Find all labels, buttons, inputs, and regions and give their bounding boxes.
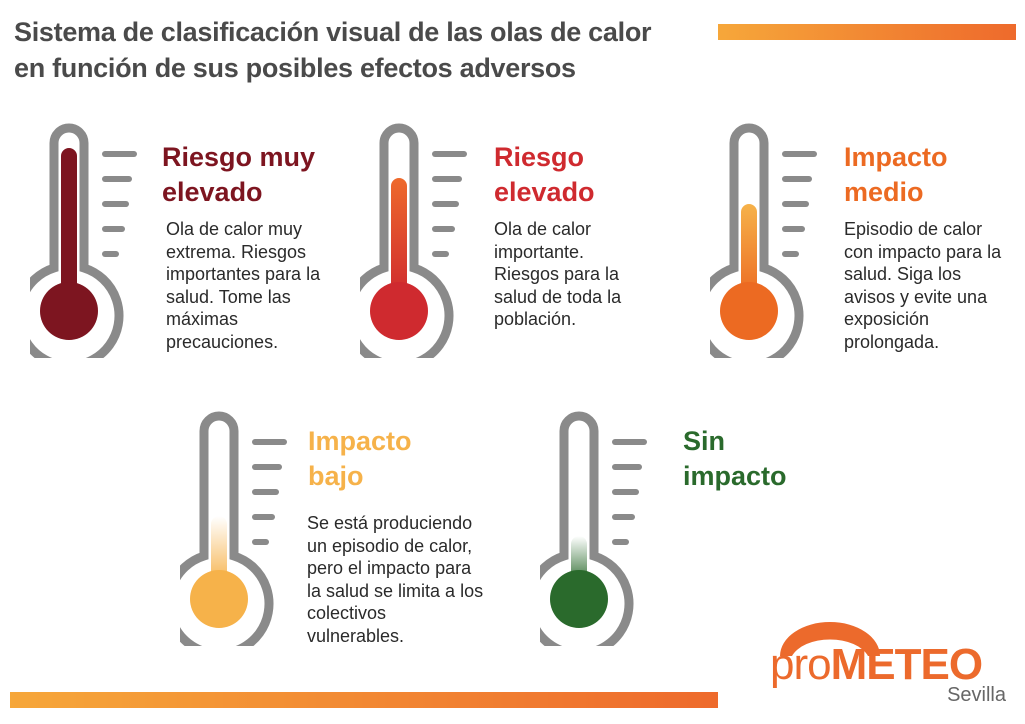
thermometer-icon — [710, 123, 817, 358]
thermometer-icon — [30, 123, 137, 358]
thermometer-icon — [540, 411, 647, 646]
category-description: Episodio de calor con impacto para la sa… — [844, 219, 1002, 352]
category-description: Ola de calor muy extrema. Riesgos import… — [166, 219, 321, 352]
decorative-bar-bottom — [10, 692, 718, 708]
category-description: Se está produciendo un episodio de calor… — [307, 513, 484, 646]
thermometer-icon — [360, 123, 467, 358]
logo-wordmark: proMETEO — [770, 640, 983, 689]
thermometer-icon — [180, 411, 287, 646]
category-heading: Impacto bajo — [308, 426, 412, 491]
logo-subtitle: Sevilla — [947, 684, 1006, 706]
sun-arc-icon — [780, 622, 880, 656]
category-description: Ola de calor importante. Riesgos para la… — [494, 219, 622, 329]
category-heading: Riesgo muy elevado — [162, 142, 316, 207]
category-heading: Riesgo elevado — [494, 142, 595, 207]
decorative-bar-top — [718, 24, 1016, 40]
page-title: Sistema de clasificación visual de las o… — [14, 17, 652, 83]
category-heading: Sin impacto — [683, 426, 787, 491]
prometeo-logo: proMETEO Sevilla — [770, 618, 1010, 708]
category-heading: Impacto medio — [844, 142, 948, 207]
